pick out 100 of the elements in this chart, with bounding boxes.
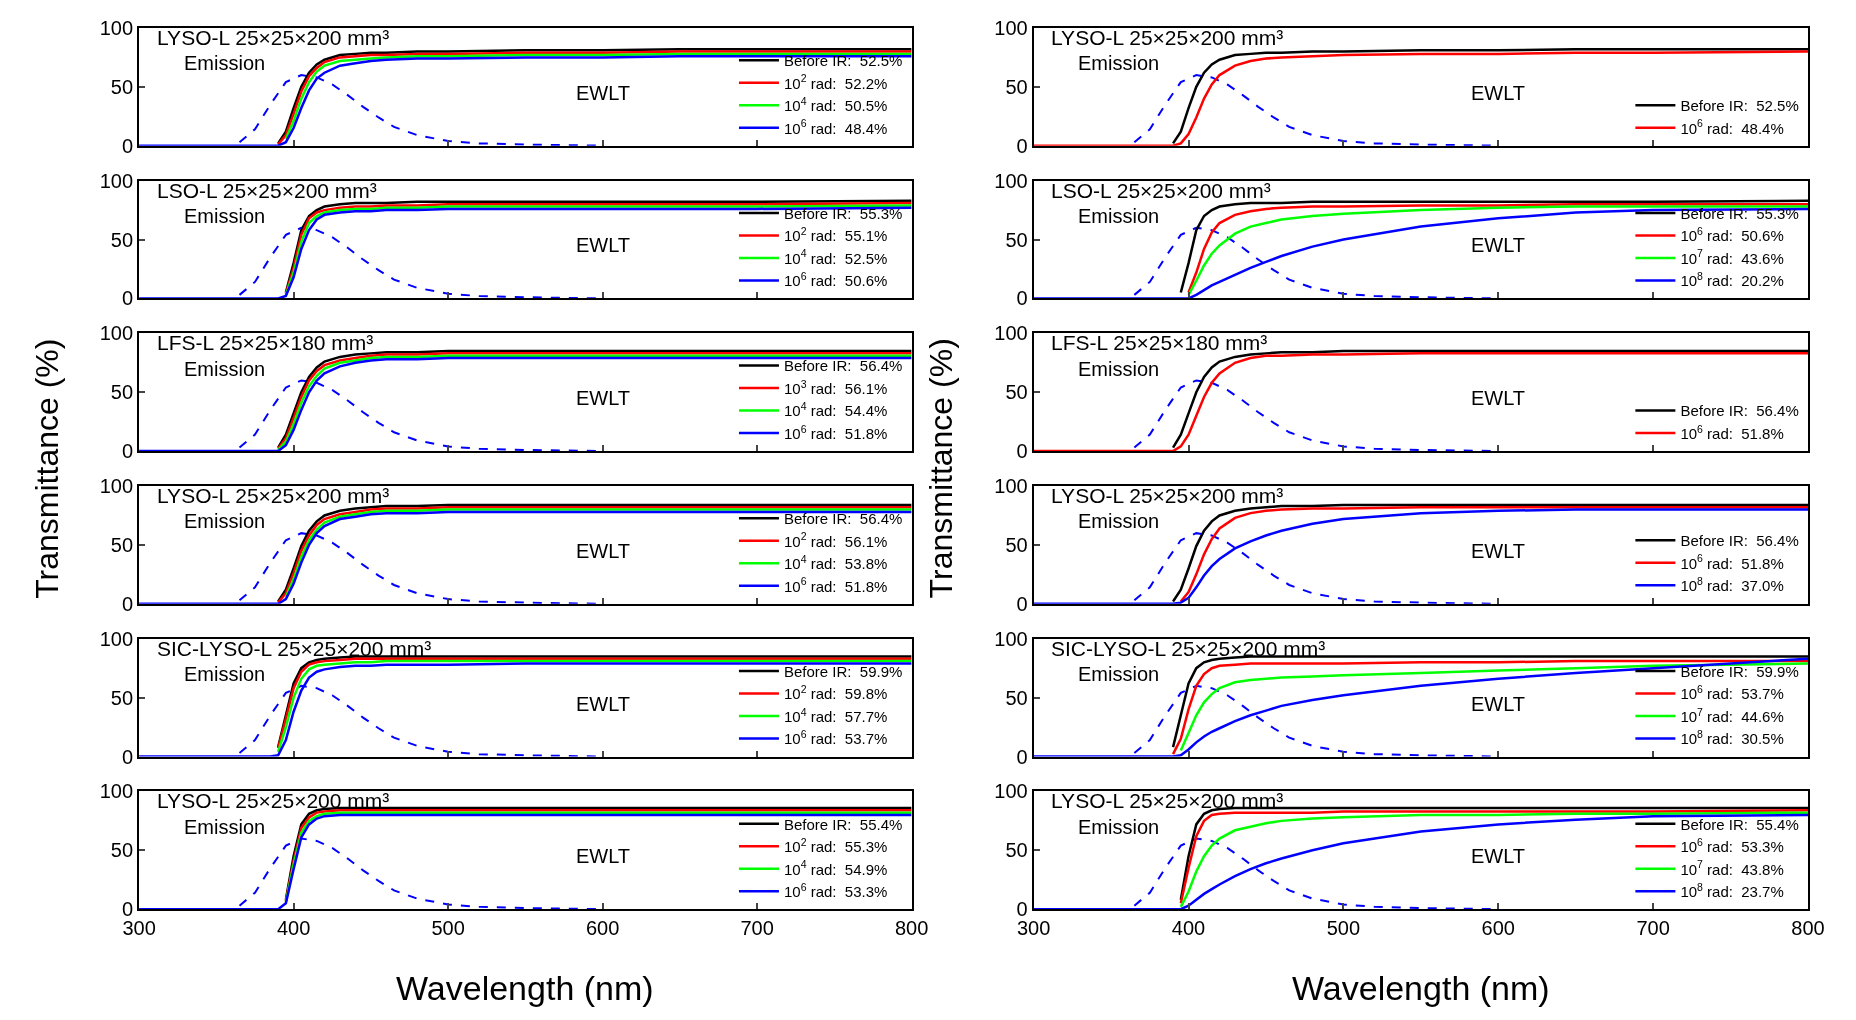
annotation: EWLT	[576, 540, 631, 562]
legend-label: 10$^{6}$ rad: 51.8%	[1680, 552, 1784, 572]
legend-label: 10$^{6}$ rad: 53.7%	[783, 728, 888, 748]
annotation: Emission	[1078, 663, 1160, 685]
annotation: EWLT	[576, 693, 631, 715]
legend-label: 10$^{2}$ rad: 55.1%	[783, 224, 888, 245]
legend-label: 10$^{8}$ rad: 23.7%	[1680, 880, 1784, 901]
legend-label: 10$^{4}$ rad: 53.8%	[783, 552, 888, 573]
line-series	[1033, 207, 1809, 299]
legend-label: 10$^{6}$ rad: 53.3%	[1680, 835, 1784, 856]
x-tick-label: 600	[1481, 917, 1515, 940]
legend-label: Before IR: 59.9%	[1680, 662, 1799, 680]
chart-title: LYSO-L 25×25×200 mm³	[157, 26, 390, 49]
line-series	[1033, 50, 1809, 146]
y-tick-label: 50	[110, 686, 134, 709]
y-tick-label: 50	[110, 533, 134, 556]
annotation: Emission	[184, 358, 266, 380]
y-tick-label: 0	[1016, 287, 1028, 310]
x-axis-title: Wavelength (nm)	[396, 969, 654, 1007]
legend-label: 10$^{4}$ rad: 50.5%	[783, 94, 888, 115]
annotation: Emission	[184, 816, 266, 838]
chart-title: LYSO-L 25×25×200 mm³	[1051, 484, 1284, 507]
y-tick-label: 50	[110, 75, 134, 98]
legend-label: 10$^{6}$ rad: 48.4%	[783, 117, 888, 137]
chart-title: LYSO-L 25×25×200 mm³	[157, 484, 390, 507]
legend-label: 10$^{7}$ rad: 44.6%	[1680, 705, 1784, 725]
legend-label: 10$^{6}$ rad: 51.8%	[783, 422, 888, 442]
y-tick-label: 0	[121, 592, 134, 615]
annotation: EWLT	[576, 387, 631, 409]
x-tick-label: 400	[276, 917, 311, 940]
annotation: EWLT	[1471, 540, 1526, 562]
x-tick-label: 500	[431, 917, 465, 940]
y-tick-label: 0	[1016, 134, 1028, 157]
y-tick-label: 100	[99, 322, 134, 345]
legend-label: 10$^{2}$ rad: 59.8%	[783, 683, 888, 703]
legend-label: 10$^{3}$ rad: 56.1%	[783, 377, 888, 397]
y-tick-label: 0	[1016, 592, 1028, 615]
legend-label: 10$^{6}$ rad: 48.4%	[1680, 117, 1784, 137]
legend-label: 10$^{6}$ rad: 50.6%	[1680, 224, 1784, 245]
annotation: EWLT	[1471, 234, 1526, 256]
y-tick-label: 0	[121, 287, 134, 310]
y-tick-label: 100	[99, 627, 134, 650]
legend-label: 10$^{8}$ rad: 30.5%	[1680, 728, 1784, 748]
legend-label: 10$^{4}$ rad: 52.5%	[783, 247, 888, 267]
annotation: EWLT	[576, 845, 631, 867]
y-axis-title: Transmittance (%)	[923, 338, 960, 599]
y-tick-label: 50	[1005, 75, 1028, 98]
y-tick-label: 100	[99, 475, 134, 498]
x-tick-label: 800	[894, 917, 929, 940]
annotation: EWLT	[1471, 693, 1526, 715]
line-series	[1033, 352, 1809, 452]
legend-label: 10$^{6}$ rad: 51.8%	[1680, 422, 1784, 442]
line-series	[139, 206, 912, 299]
y-tick-label: 0	[1016, 745, 1028, 768]
legend-label: Before IR: 55.4%	[783, 815, 903, 833]
annotation: EWLT	[576, 234, 631, 256]
line-series	[139, 356, 912, 452]
annotation: EWLT	[1471, 387, 1526, 409]
annotation: Emission	[1078, 52, 1160, 74]
annotation: Emission	[1078, 816, 1160, 838]
chart-title: LFS-L 25×25×180 mm³	[157, 331, 374, 354]
legend-label: Before IR: 55.3%	[783, 204, 903, 222]
line-series	[139, 813, 912, 910]
y-tick-label: 100	[994, 627, 1028, 650]
y-tick-label: 50	[1005, 228, 1028, 251]
y-tick-label: 100	[994, 16, 1028, 39]
y-tick-label: 0	[121, 440, 134, 463]
y-tick-label: 50	[1005, 381, 1028, 404]
legend-label: 10$^{8}$ rad: 37.0%	[1680, 574, 1784, 595]
legend-label: Before IR: 56.4%	[1680, 402, 1799, 420]
annotation: EWLT	[576, 82, 631, 104]
y-tick-label: 50	[1005, 686, 1028, 709]
chart-title: LYSO-L 25×25×200 mm³	[1051, 26, 1284, 49]
legend-label: Before IR: 56.4%	[783, 357, 903, 375]
y-tick-label: 50	[110, 228, 134, 251]
legend-label: 10$^{4}$ rad: 57.7%	[783, 705, 888, 725]
legend-label: Before IR: 56.4%	[1680, 532, 1799, 550]
y-tick-label: 100	[99, 780, 134, 803]
legend-label: 10$^{6}$ rad: 53.7%	[1680, 683, 1784, 703]
y-tick-label: 50	[110, 381, 134, 404]
annotation: EWLT	[1471, 845, 1526, 867]
x-tick-label: 700	[1636, 917, 1670, 940]
line-series	[139, 54, 912, 146]
y-tick-label: 100	[994, 169, 1028, 192]
legend-label: Before IR: 52.5%	[1680, 97, 1799, 115]
legend-label: 10$^{2}$ rad: 55.3%	[783, 835, 888, 856]
y-tick-label: 100	[994, 322, 1028, 345]
y-tick-label: 0	[1016, 440, 1028, 463]
y-tick-label: 50	[1005, 533, 1028, 556]
x-tick-label: 600	[585, 917, 620, 940]
annotation: Emission	[184, 510, 266, 532]
legend-label: 10$^{6}$ rad: 51.8%	[783, 575, 888, 595]
chart-title: SIC-LYSO-L 25×25×200 mm³	[1051, 637, 1326, 660]
legend-label: 10$^{2}$ rad: 52.2%	[783, 72, 888, 92]
annotation: Emission	[184, 663, 266, 685]
y-tick-label: 50	[1005, 839, 1028, 862]
x-tick-label: 500	[1326, 917, 1361, 940]
legend-label: 10$^{8}$ rad: 20.2%	[1680, 269, 1784, 290]
y-tick-label: 0	[121, 745, 134, 768]
annotation: Emission	[1078, 205, 1160, 227]
